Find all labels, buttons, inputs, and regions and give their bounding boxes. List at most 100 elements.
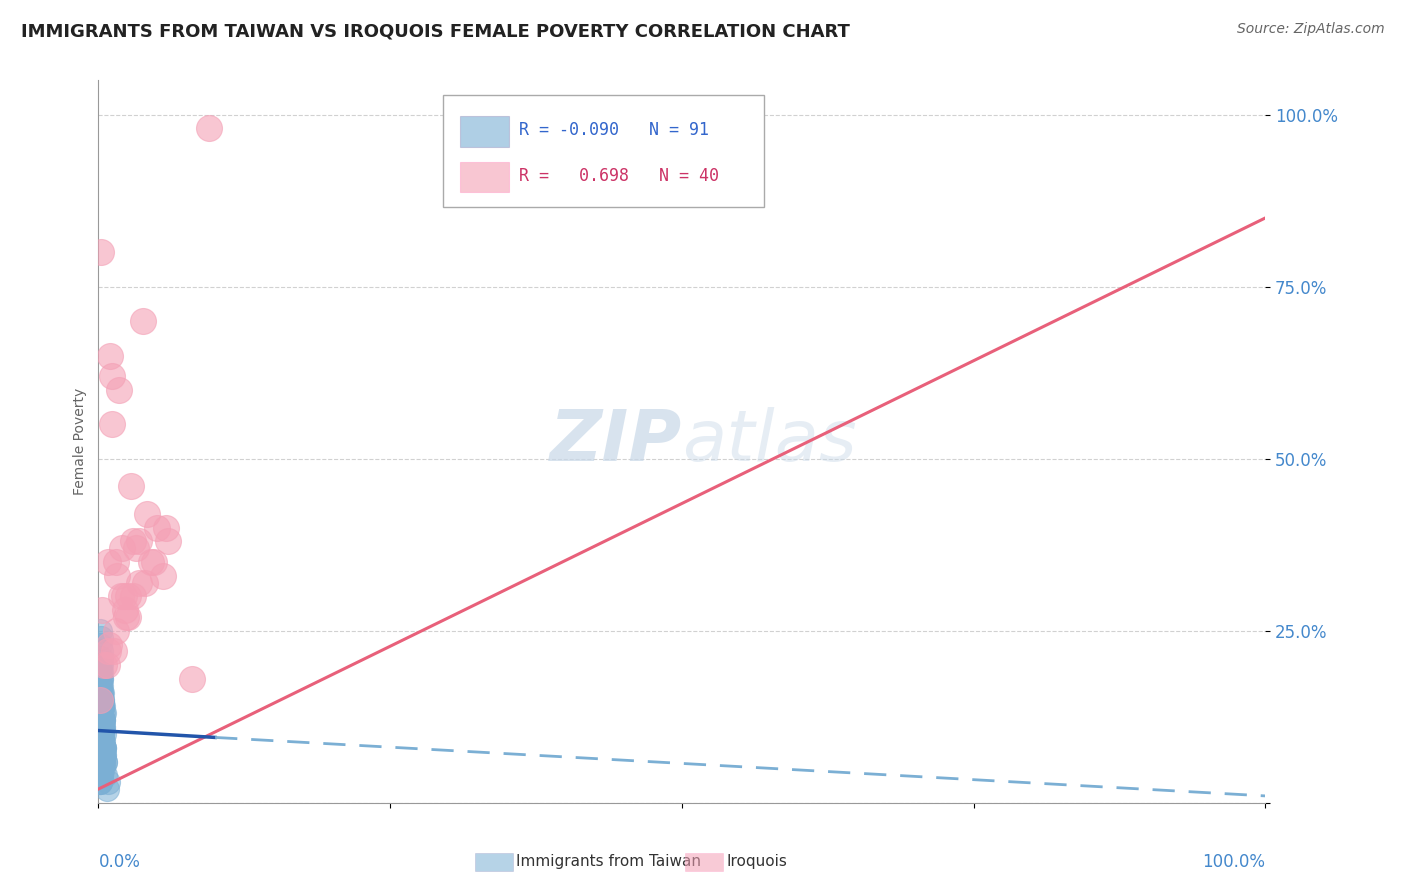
Point (93, 706, 115, 721)
Text: ZIP: ZIP (550, 407, 682, 476)
Point (90, 692, 112, 706)
Point (90, 727, 112, 741)
Point (146, 520, 169, 534)
Point (90, 755, 112, 769)
Point (136, 507, 159, 521)
Point (89, 713, 111, 727)
Point (90, 713, 112, 727)
Point (90, 720, 112, 734)
Point (89, 692, 111, 706)
Point (89, 706, 111, 721)
Point (104, 624, 127, 638)
Point (89, 665, 111, 679)
Point (91, 747, 114, 762)
Point (90, 740, 112, 755)
Point (152, 568, 174, 582)
Point (89, 672, 111, 686)
Point (89, 775, 111, 789)
Text: atlas: atlas (682, 407, 856, 476)
Point (122, 534, 145, 549)
Point (90, 672, 112, 686)
Point (93, 740, 115, 755)
Text: Immigrants from Taiwan: Immigrants from Taiwan (516, 854, 702, 869)
Point (89, 747, 111, 762)
Point (91, 713, 114, 727)
Point (91, 720, 114, 734)
Text: IMMIGRANTS FROM TAIWAN VS IROQUOIS FEMALE POVERTY CORRELATION CHART: IMMIGRANTS FROM TAIWAN VS IROQUOIS FEMAL… (21, 22, 851, 40)
Point (90, 706, 112, 721)
Point (91, 713, 114, 727)
Point (104, 555, 127, 569)
Point (90, 651, 112, 665)
Point (90, 706, 112, 721)
Point (198, 121, 221, 136)
Point (128, 534, 150, 549)
Point (90, 706, 112, 721)
Point (97, 555, 120, 569)
Point (134, 575, 156, 590)
Point (120, 479, 142, 493)
Point (93, 727, 115, 741)
Point (89, 692, 111, 706)
Point (89, 679, 111, 693)
Point (101, 369, 124, 384)
Point (90, 603, 112, 617)
Point (89, 658, 111, 673)
Point (125, 541, 148, 556)
Point (117, 590, 139, 604)
Point (91, 755, 114, 769)
Point (89, 761, 111, 775)
Point (90, 768, 112, 782)
Point (101, 417, 124, 432)
Point (139, 555, 162, 569)
Point (89, 699, 111, 714)
Point (143, 555, 166, 569)
Point (132, 314, 155, 328)
Text: 0.0%: 0.0% (98, 854, 141, 871)
Point (89, 747, 111, 762)
Point (90, 720, 112, 734)
Text: Source: ZipAtlas.com: Source: ZipAtlas.com (1237, 22, 1385, 37)
Point (94, 768, 117, 782)
Point (115, 610, 138, 624)
Point (90, 747, 112, 762)
Point (91, 740, 114, 755)
Point (91, 755, 114, 769)
Point (89, 768, 111, 782)
FancyBboxPatch shape (460, 162, 509, 193)
Point (89, 761, 111, 775)
Point (90, 692, 112, 706)
Point (90, 644, 112, 658)
Point (90, 686, 112, 700)
Point (90, 727, 112, 741)
Point (90, 720, 112, 734)
Point (89, 747, 111, 762)
Point (89, 761, 111, 775)
FancyBboxPatch shape (475, 853, 513, 871)
Point (93, 747, 115, 762)
Point (90, 665, 112, 679)
Text: R =   0.698   N = 40: R = 0.698 N = 40 (519, 167, 718, 185)
Point (90, 686, 112, 700)
Point (108, 383, 131, 397)
Point (97, 644, 120, 658)
Point (90, 658, 112, 673)
Point (91, 761, 114, 775)
Point (155, 520, 177, 534)
Point (91, 699, 114, 714)
Point (90, 699, 112, 714)
Point (112, 590, 135, 604)
Point (98, 349, 121, 363)
Point (91, 720, 114, 734)
Point (90, 734, 112, 748)
FancyBboxPatch shape (460, 117, 509, 147)
Point (110, 590, 132, 604)
Point (117, 610, 139, 624)
Point (97, 775, 120, 789)
Point (105, 568, 128, 582)
Text: 100.0%: 100.0% (1202, 854, 1265, 871)
Point (93, 658, 115, 673)
Point (90, 631, 112, 645)
Text: Iroquois: Iroquois (727, 854, 787, 869)
Point (89, 734, 111, 748)
